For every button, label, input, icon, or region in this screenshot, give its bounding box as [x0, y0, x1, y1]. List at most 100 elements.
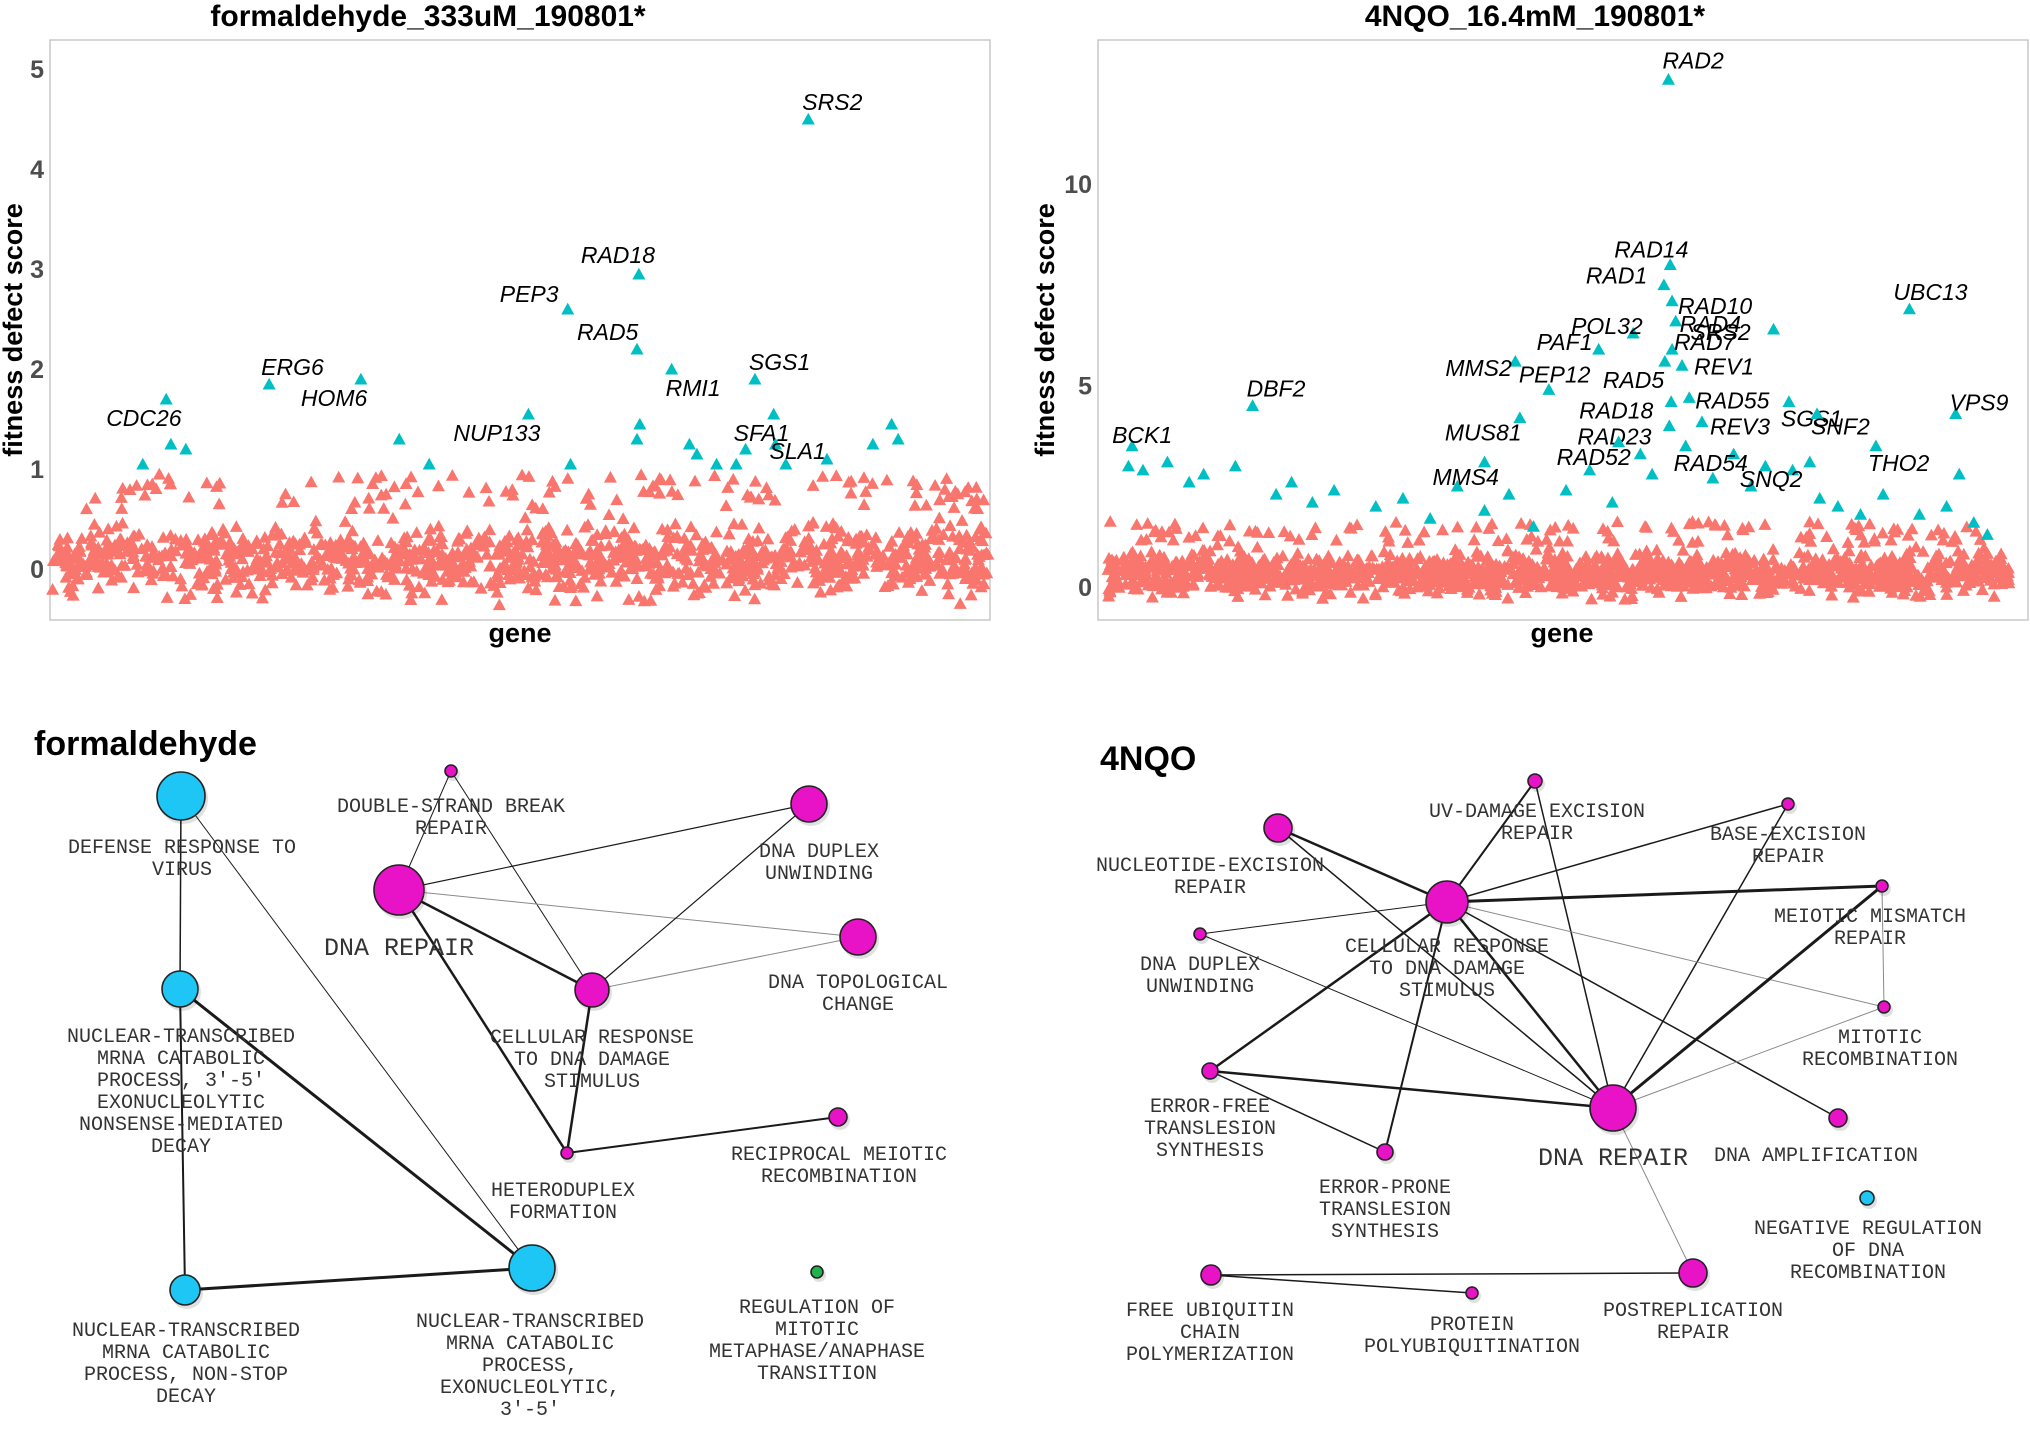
- data-point-background: [306, 570, 320, 583]
- data-point-background: [1150, 563, 1164, 576]
- data-point-background: [930, 558, 944, 571]
- node-label-exonuc: NUCLEAR-TRANSCRIBED: [416, 1311, 644, 1334]
- data-point-background: [1343, 521, 1357, 533]
- y-tick-label: 1: [30, 456, 44, 484]
- data-point-background: [101, 547, 115, 560]
- node-label-dsb: DOUBLE-STRAND BREAK: [337, 796, 565, 819]
- edge-nonstop-exonuc: [184, 1266, 533, 1292]
- data-point-background: [92, 525, 106, 538]
- data-point-background: [324, 562, 338, 574]
- data-point-background: [1577, 575, 1591, 588]
- node-label-regmit: MITOTIC: [775, 1319, 859, 1342]
- data-point-background: [261, 539, 275, 552]
- data-point-snq2: [1803, 455, 1817, 468]
- edge-cellresp-mmr: [1446, 884, 1883, 904]
- data-point-background: [915, 584, 929, 596]
- data-point-background: [881, 579, 895, 592]
- data-point-background: [793, 557, 807, 570]
- edge-errfree-errprone: [1209, 1070, 1386, 1153]
- data-point-background: [1957, 547, 1971, 560]
- node-amp: [1828, 1108, 1848, 1128]
- data-point-background: [968, 501, 982, 514]
- data-point-background: [1672, 533, 1686, 546]
- data-point-background: [156, 569, 170, 581]
- data-point-significant: [1912, 508, 1926, 520]
- node-regmit: [810, 1265, 824, 1279]
- data-point-background: [1975, 583, 1989, 596]
- gene-label-pol32: POL32: [1571, 313, 1643, 339]
- data-point-background: [1565, 578, 1579, 591]
- data-point-background: [1301, 552, 1315, 565]
- data-point-background: [245, 586, 259, 599]
- data-point-background: [502, 529, 516, 542]
- data-point-background: [834, 564, 848, 577]
- edge-bex-cellresp: [1446, 803, 1789, 903]
- data-point-background: [236, 532, 250, 544]
- data-point-background: [845, 563, 859, 576]
- data-point-background: [1615, 564, 1629, 577]
- data-point-background: [284, 570, 298, 583]
- data-point-pep3: [561, 302, 575, 315]
- node-label-cellresp: STIMULUS: [544, 1071, 640, 1094]
- data-point-background: [1685, 536, 1699, 548]
- data-point-significant: [729, 457, 743, 470]
- node-polyub: [1465, 1286, 1479, 1300]
- data-point-background: [145, 540, 159, 552]
- edge-errfree-dnarepair: [1209, 1069, 1614, 1110]
- data-point-background: [182, 490, 196, 503]
- data-point-background: [856, 535, 870, 548]
- data-point-background: [1802, 584, 1816, 596]
- data-point-background: [684, 520, 698, 533]
- node-label-regmit: TRANSITION: [757, 1363, 877, 1386]
- data-point-background: [456, 575, 470, 588]
- data-point-background: [577, 580, 591, 593]
- node-label-ner: REPAIR: [1174, 877, 1246, 900]
- data-point-significant: [1327, 483, 1341, 496]
- data-point-background: [752, 492, 766, 505]
- data-point-background: [1619, 580, 1633, 593]
- data-point-pol32: [1626, 326, 1640, 339]
- data-point-background: [1811, 558, 1825, 570]
- data-point-background: [1694, 580, 1708, 592]
- data-point-background: [602, 539, 616, 551]
- data-point-background: [1638, 520, 1652, 532]
- node-dnarepair: [373, 864, 425, 916]
- data-point-background: [610, 493, 624, 506]
- data-point-background: [1724, 581, 1738, 593]
- data-point-significant: [1369, 499, 1383, 512]
- node-mmr: [1875, 879, 1889, 893]
- data-point-background: [668, 517, 682, 530]
- data-point-background: [590, 548, 604, 561]
- plot-title-4nqo: 4NQO_16.4mM_190801*: [1365, 0, 1706, 33]
- data-point-background: [777, 567, 791, 580]
- data-point-significant: [690, 447, 704, 460]
- node-topo: [839, 918, 877, 956]
- data-point-significant: [1478, 503, 1492, 516]
- data-point-srs2: [801, 112, 815, 125]
- data-point-background: [686, 577, 700, 589]
- data-point-background: [484, 576, 498, 589]
- data-point-background: [236, 565, 250, 577]
- data-point-background: [431, 479, 445, 492]
- data-point-background: [265, 576, 279, 589]
- data-point-rad23: [1662, 419, 1676, 432]
- data-point-background: [1560, 549, 1574, 562]
- data-point-rad54: [1679, 439, 1693, 452]
- node-label-errfree: TRANSLESION: [1144, 1118, 1276, 1141]
- data-point-background: [1389, 515, 1403, 528]
- data-point-background: [1604, 577, 1618, 590]
- node-errprone: [1376, 1143, 1394, 1161]
- data-point-background: [806, 516, 820, 529]
- data-point-background: [1273, 571, 1287, 583]
- node-label-freeub: FREE UBIQUITIN: [1126, 1300, 1294, 1323]
- node-label-recip: RECIPROCAL MEIOTIC: [731, 1144, 947, 1167]
- data-point-background: [79, 502, 93, 515]
- data-point-background: [964, 588, 978, 601]
- data-point-background: [1673, 571, 1687, 584]
- gene-label-rad7: RAD7: [1674, 329, 1737, 355]
- data-point-background: [1652, 586, 1666, 598]
- data-point-background: [1862, 576, 1876, 589]
- data-point-background: [1321, 549, 1335, 562]
- data-point-background: [514, 538, 528, 550]
- data-point-background: [1242, 575, 1256, 588]
